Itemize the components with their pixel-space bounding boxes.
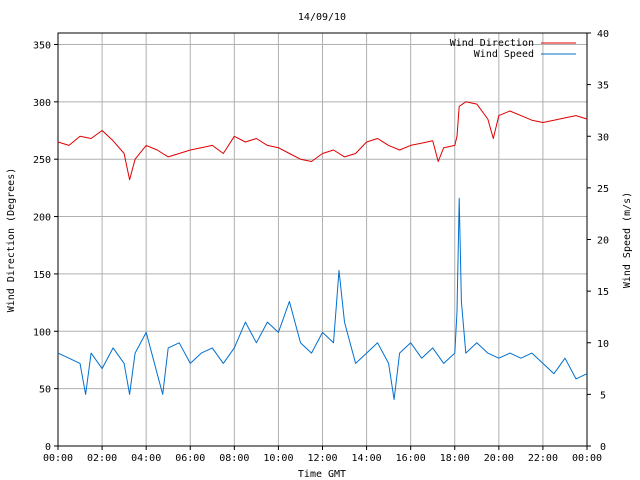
x-tick-label: 02:00 bbox=[87, 453, 117, 464]
y-right-tick-label: 20 bbox=[597, 236, 609, 247]
y-left-tick-label: 0 bbox=[45, 442, 51, 453]
legend-label: Wind Speed bbox=[474, 49, 534, 60]
y-left-tick-label: 350 bbox=[33, 40, 51, 51]
x-tick-label: 20:00 bbox=[484, 453, 514, 464]
x-tick-label: 10:00 bbox=[263, 453, 293, 464]
y-right-tick-label: 5 bbox=[600, 390, 606, 401]
y-right-tick-label: 0 bbox=[600, 442, 606, 453]
x-tick-label: 22:00 bbox=[528, 453, 558, 464]
grid bbox=[58, 33, 587, 446]
x-tick-label: 08:00 bbox=[219, 453, 249, 464]
y-right-tick-label: 30 bbox=[597, 132, 609, 143]
x-axis-ticks: 00:00 02:00 04:00 06:00 08:00 10:00 12:00 14:00… bbox=[43, 446, 602, 464]
y-right-tick-label: 25 bbox=[597, 184, 609, 195]
x-tick-label: 14:00 bbox=[352, 453, 382, 464]
y-left-tick-label: 50 bbox=[39, 385, 51, 396]
chart-title: 14/09/10 bbox=[298, 12, 346, 23]
y-axis-left-label: Wind Direction (Degrees) bbox=[6, 168, 17, 313]
y-right-tick-label: 35 bbox=[597, 81, 609, 92]
y-left-tick-label: 100 bbox=[33, 327, 51, 338]
y-right-tick-label: 10 bbox=[597, 339, 609, 350]
y-right-tick-label: 40 bbox=[597, 29, 609, 40]
x-axis-label: Time GMT bbox=[298, 469, 346, 480]
wind-direction-line bbox=[57, 101, 588, 181]
x-tick-label: 04:00 bbox=[131, 453, 161, 464]
x-tick-label: 16:00 bbox=[396, 453, 426, 464]
x-tick-label: 06:00 bbox=[175, 453, 205, 464]
x-tick-label: 00:00 bbox=[43, 453, 73, 464]
y-axis-right-label: Wind Speed (m/s) bbox=[622, 192, 633, 288]
x-tick-label: 12:00 bbox=[307, 453, 337, 464]
y-left-tick-label: 150 bbox=[33, 270, 51, 281]
y-left-tick-label: 300 bbox=[33, 98, 51, 109]
y-left-tick-label: 200 bbox=[33, 213, 51, 224]
x-tick-label: 18:00 bbox=[440, 453, 470, 464]
y-axis-right-ticks: 0 5 10 15 20 25 30 35 40 bbox=[587, 29, 609, 453]
wind-speed-line bbox=[57, 197, 588, 400]
y-axis-left-ticks: 0 50 100 150 200 250 300 350 bbox=[33, 40, 58, 453]
series-lines bbox=[57, 101, 588, 400]
y-right-tick-label: 15 bbox=[597, 287, 609, 298]
x-tick-label: 00:00 bbox=[572, 453, 602, 464]
legend-label: Wind Direction bbox=[450, 38, 534, 49]
y-left-tick-label: 250 bbox=[33, 155, 51, 166]
